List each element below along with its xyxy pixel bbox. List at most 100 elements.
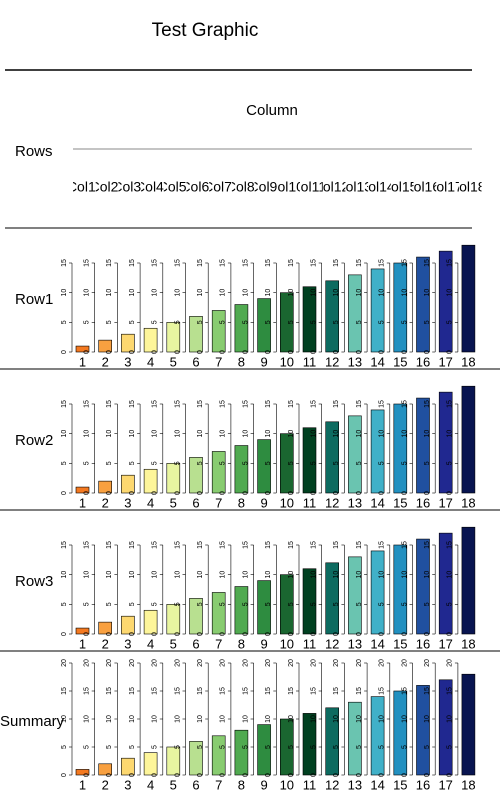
y-tick-label: 0 <box>356 773 363 777</box>
y-tick-label: 5 <box>61 602 68 606</box>
y-tick-label: 0 <box>447 350 454 354</box>
x-tick-label: 17 <box>438 636 452 651</box>
bar <box>121 615 135 635</box>
y-tick-label: 15 <box>424 687 431 695</box>
y-tick-label: 20 <box>106 659 113 667</box>
y-tick-label: 5 <box>424 320 431 324</box>
y-tick-label: 5 <box>379 320 386 324</box>
bar <box>393 544 408 635</box>
column-label: Column <box>246 102 298 119</box>
y-tick-label: 10 <box>61 289 68 297</box>
x-tick-label: 18 <box>461 495 475 510</box>
y-tick-label: 15 <box>84 400 91 408</box>
x-tick-label: 9 <box>260 495 267 510</box>
y-tick-label: 10 <box>379 289 386 297</box>
y-tick-label: 5 <box>152 602 159 606</box>
y-tick-label: 0 <box>197 350 204 354</box>
y-tick-label: 0 <box>174 350 181 354</box>
x-tick-label: 16 <box>416 777 430 792</box>
x-tick-label: 16 <box>416 354 430 369</box>
y-tick-label: 5 <box>265 461 272 465</box>
y-tick-label: 0 <box>106 491 113 495</box>
bar <box>234 445 249 494</box>
y-tick-label: 0 <box>379 350 386 354</box>
y-tick-label: 15 <box>197 687 204 695</box>
x-tick-label: 8 <box>238 636 245 651</box>
y-tick-label: 20 <box>356 659 363 667</box>
x-tick-label: 2 <box>102 354 109 369</box>
y-tick-label: 0 <box>311 350 318 354</box>
bar <box>189 316 203 353</box>
y-tick-label: 10 <box>106 571 113 579</box>
y-tick-label: 15 <box>288 541 295 549</box>
y-tick-label: 0 <box>333 350 340 354</box>
y-tick-label: 0 <box>174 632 181 636</box>
x-tick-label: 2 <box>102 636 109 651</box>
y-tick-label: 15 <box>220 687 227 695</box>
bar <box>98 339 112 353</box>
column-header: Col10 <box>267 179 304 195</box>
y-tick-label: 10 <box>288 571 295 579</box>
y-tick-label: 5 <box>129 320 136 324</box>
row-label: Row1 <box>15 291 53 308</box>
column-header: Col5 <box>158 179 187 195</box>
y-tick-label: 5 <box>242 461 249 465</box>
y-tick-label: 5 <box>333 745 340 749</box>
y-tick-label: 5 <box>84 320 91 324</box>
chart-title: Test Graphic <box>152 20 259 41</box>
y-tick-label: 10 <box>356 289 363 297</box>
y-tick-label: 15 <box>197 259 204 267</box>
y-tick-label: 5 <box>424 602 431 606</box>
y-tick-label: 5 <box>288 320 295 324</box>
y-tick-label: 0 <box>447 632 454 636</box>
bar <box>370 550 385 635</box>
x-tick-label: 10 <box>280 777 294 792</box>
x-tick-label: 14 <box>370 354 384 369</box>
y-tick-label: 10 <box>84 571 91 579</box>
row-label: Summary <box>0 713 65 730</box>
x-tick-label: 13 <box>348 777 362 792</box>
x-tick-label: 18 <box>461 354 475 369</box>
y-tick-label: 0 <box>447 773 454 777</box>
bar <box>166 322 181 353</box>
x-tick-label: 15 <box>393 636 407 651</box>
y-tick-label: 15 <box>106 259 113 267</box>
y-tick-label: 10 <box>197 430 204 438</box>
x-tick-label: 6 <box>192 354 199 369</box>
bar <box>98 763 112 776</box>
x-tick-label: 12 <box>325 354 339 369</box>
y-tick-label: 15 <box>242 687 249 695</box>
y-tick-label: 5 <box>220 320 227 324</box>
bar <box>438 391 453 494</box>
y-tick-label: 15 <box>424 259 431 267</box>
y-tick-label: 15 <box>84 541 91 549</box>
y-tick-label: 0 <box>401 632 408 636</box>
x-tick-label: 17 <box>438 495 452 510</box>
y-tick-label: 10 <box>152 715 159 723</box>
x-tick-label: 11 <box>303 777 317 792</box>
bar <box>257 580 271 635</box>
y-tick-label: 5 <box>288 745 295 749</box>
y-tick-label: 0 <box>401 491 408 495</box>
x-tick-label: 9 <box>260 636 267 651</box>
x-tick-label: 15 <box>393 777 407 792</box>
column-header: Col9 <box>249 179 278 195</box>
y-tick-label: 0 <box>174 491 181 495</box>
bar <box>438 679 453 776</box>
y-tick-label: 15 <box>447 259 454 267</box>
bar <box>393 690 408 776</box>
y-tick-label: 0 <box>356 350 363 354</box>
y-tick-label: 0 <box>220 491 227 495</box>
y-tick-label: 5 <box>152 745 159 749</box>
bar <box>75 486 90 494</box>
y-tick-label: 0 <box>333 491 340 495</box>
column-header: Col1 <box>67 179 96 195</box>
y-tick-label: 10 <box>288 430 295 438</box>
y-tick-label: 10 <box>356 715 363 723</box>
y-tick-label: 0 <box>197 773 204 777</box>
x-tick-label: 8 <box>238 777 245 792</box>
y-tick-label: 10 <box>129 430 136 438</box>
bar <box>121 333 135 353</box>
y-tick-label: 0 <box>311 773 318 777</box>
x-tick-label: 1 <box>79 495 86 510</box>
